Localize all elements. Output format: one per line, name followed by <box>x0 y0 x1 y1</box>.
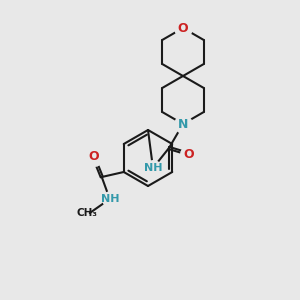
Text: O: O <box>88 151 99 164</box>
Text: NH: NH <box>100 194 119 204</box>
Text: N: N <box>178 118 188 130</box>
Text: CH₃: CH₃ <box>76 208 97 218</box>
Text: NH: NH <box>144 163 162 173</box>
Text: O: O <box>178 22 188 34</box>
Text: O: O <box>184 148 194 160</box>
